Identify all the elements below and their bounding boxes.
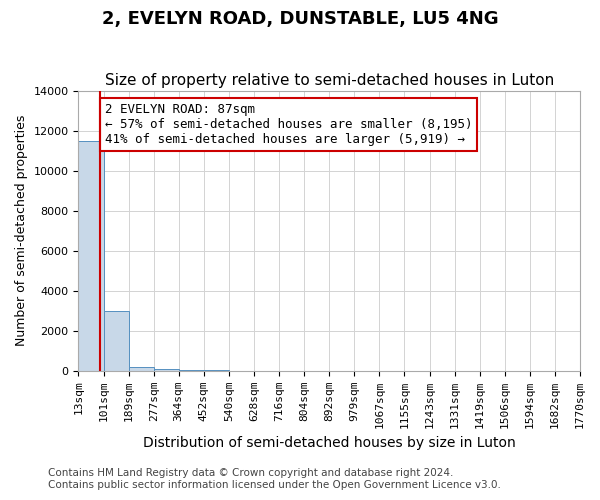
Bar — [104, 310, 128, 370]
Bar — [79, 140, 104, 370]
Bar — [128, 366, 154, 370]
Bar — [154, 369, 179, 370]
X-axis label: Distribution of semi-detached houses by size in Luton: Distribution of semi-detached houses by … — [143, 436, 515, 450]
Text: 2, EVELYN ROAD, DUNSTABLE, LU5 4NG: 2, EVELYN ROAD, DUNSTABLE, LU5 4NG — [101, 10, 499, 28]
Title: Size of property relative to semi-detached houses in Luton: Size of property relative to semi-detach… — [104, 73, 554, 88]
Text: Contains HM Land Registry data © Crown copyright and database right 2024.
Contai: Contains HM Land Registry data © Crown c… — [48, 468, 501, 490]
Y-axis label: Number of semi-detached properties: Number of semi-detached properties — [15, 115, 28, 346]
Text: 2 EVELYN ROAD: 87sqm
← 57% of semi-detached houses are smaller (8,195)
41% of se: 2 EVELYN ROAD: 87sqm ← 57% of semi-detac… — [105, 102, 472, 146]
